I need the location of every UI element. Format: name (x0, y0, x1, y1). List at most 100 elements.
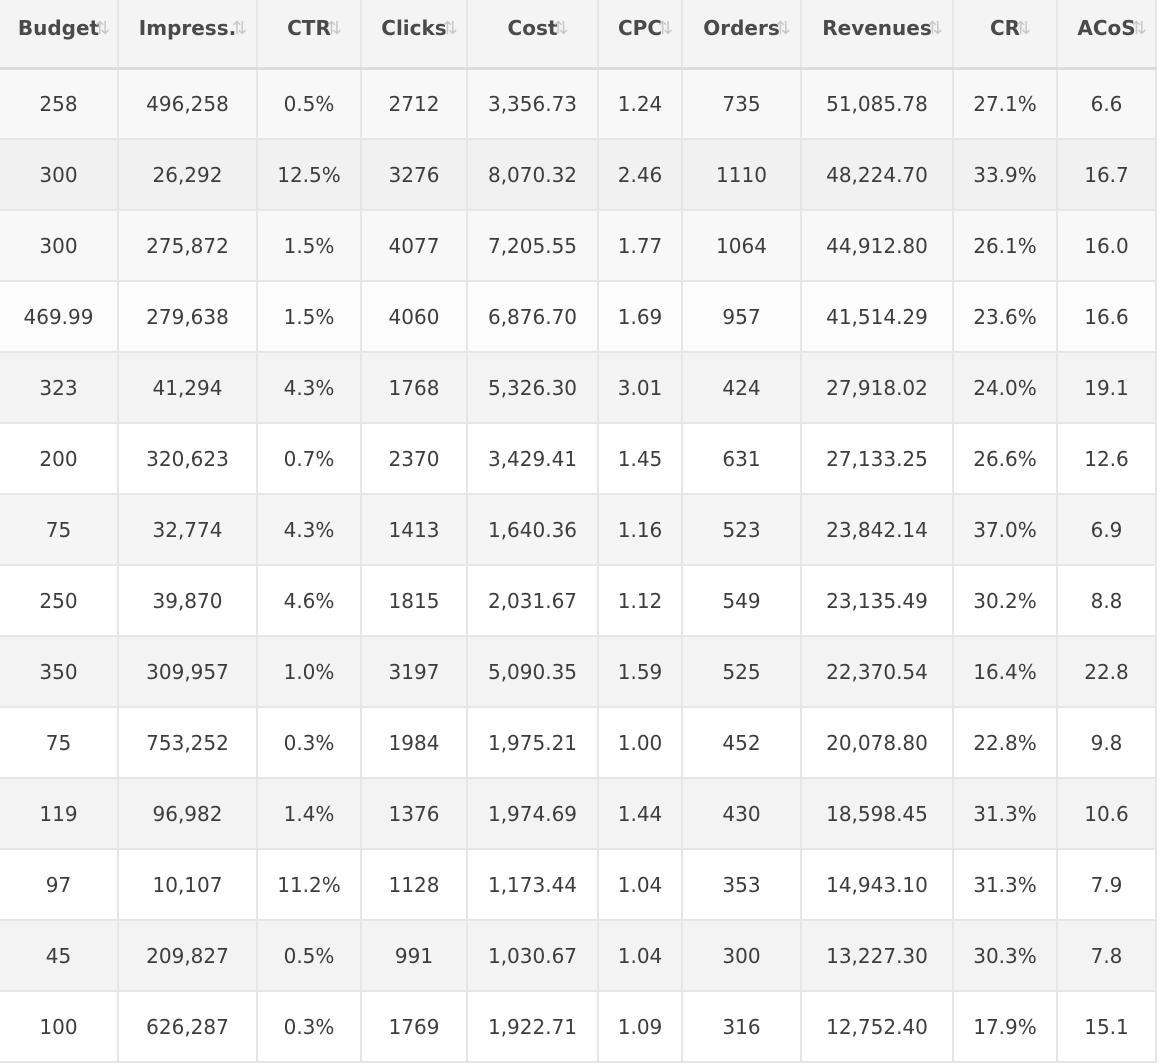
table-row[interactable]: 300 26,292 12.5% 3276 8,070.32 2.46 1110 48,224… (0, 139, 1157, 211)
table-cell-acos: 8.8 (1057, 565, 1157, 637)
table-cell-cost: 2,031.67 (467, 565, 599, 637)
table-cell-clicks: 1768 (361, 352, 468, 424)
table-cell-ctr: 0.3% (257, 707, 362, 779)
table-row[interactable]: 200 320,623 0.7% 2370 3,429.41 1.45 631 27,133.… (0, 423, 1157, 495)
table-cell-budget: 75 (0, 494, 119, 566)
table-cell-cr: 31.3% (953, 778, 1058, 850)
sort-arrows-icon[interactable]: ⇅ (775, 18, 791, 39)
table-cell-cpc: 1.00 (598, 707, 683, 779)
table-cell-orders: 957 (682, 281, 802, 353)
table-cell-cpc: 1.16 (598, 494, 683, 566)
table-cell-orders: 523 (682, 494, 802, 566)
table-cell-clicks: 2370 (361, 423, 468, 495)
table-row[interactable]: 75 32,774 4.3% 1413 1,640.36 1.16 523 23,842.14… (0, 494, 1157, 566)
sort-arrows-icon[interactable]: ⇅ (442, 18, 458, 39)
table-row[interactable]: 97 10,107 11.2% 1128 1,173.44 1.04 353 14,943.1… (0, 849, 1157, 921)
column-header-text: Cost (507, 16, 558, 40)
table-cell-ctr: 4.3% (257, 352, 362, 424)
column-header-orders[interactable]: Orders ⇅ (682, 0, 802, 70)
column-header-ctr[interactable]: CTR ⇅ (257, 0, 362, 70)
table-cell-impress: 39,870 (118, 565, 258, 637)
table-row[interactable]: 323 41,294 4.3% 1768 5,326.30 3.01 424 27,918.0… (0, 352, 1157, 424)
table-cell-cr: 30.2% (953, 565, 1058, 637)
table-cell-cpc: 1.77 (598, 210, 683, 282)
column-header-text: ACoS (1077, 16, 1136, 40)
sort-arrows-icon[interactable]: ⇅ (657, 18, 673, 39)
table-cell-impress: 10,107 (118, 849, 258, 921)
table-cell-cr: 30.3% (953, 920, 1058, 992)
column-header-cost[interactable]: Cost ⇅ (467, 0, 599, 70)
table-cell-cpc: 1.04 (598, 920, 683, 992)
table-row[interactable]: 75 753,252 0.3% 1984 1,975.21 1.00 452 20,078.8… (0, 707, 1157, 779)
table-cell-ctr: 12.5% (257, 139, 362, 211)
sort-arrows-icon[interactable]: ⇅ (553, 18, 568, 39)
column-header-budget[interactable]: Budget ⇅ (0, 0, 119, 70)
table-cell-clicks: 1769 (361, 991, 468, 1063)
table-cell-cr: 22.8% (953, 707, 1058, 779)
sort-arrows-icon[interactable]: ⇅ (326, 18, 342, 39)
column-header-text: CTR (287, 16, 331, 40)
table-row[interactable]: 350 309,957 1.0% 3197 5,090.35 1.59 525 22,370.… (0, 636, 1157, 708)
table-cell-cost: 3,429.41 (467, 423, 599, 495)
table-cell-cr: 17.9% (953, 991, 1058, 1063)
table-cell-cpc: 3.01 (598, 352, 683, 424)
table-cell-cr: 24.0% (953, 352, 1058, 424)
sort-arrows-icon[interactable]: ⇅ (95, 18, 110, 39)
column-header-label: Orders ⇅ (703, 16, 791, 40)
table-cell-impress: 41,294 (118, 352, 258, 424)
table-cell-budget: 300 (0, 139, 119, 211)
table-cell-clicks: 1815 (361, 565, 468, 637)
table-row[interactable]: 100 626,287 0.3% 1769 1,922.71 1.09 316 12,752.… (0, 991, 1157, 1063)
table-cell-acos: 19.1 (1057, 352, 1157, 424)
sort-arrows-icon[interactable]: ⇅ (1015, 18, 1031, 39)
column-header-acos[interactable]: ACoS ⇅ (1057, 0, 1157, 70)
table-cell-orders: 452 (682, 707, 802, 779)
column-header-label: Clicks ⇅ (381, 16, 457, 40)
table-cell-budget: 469.99 (0, 281, 119, 353)
table-row[interactable]: 469.99 279,638 1.5% 4060 6,876.70 1.69 957 41,5… (0, 281, 1157, 353)
table-cell-orders: 316 (682, 991, 802, 1063)
table-cell-impress: 320,623 (118, 423, 258, 495)
table-cell-acos: 12.6 (1057, 423, 1157, 495)
table-cell-budget: 100 (0, 991, 119, 1063)
column-header-text: Clicks (381, 16, 447, 40)
table-cell-revenues: 14,943.10 (801, 849, 954, 921)
table-cell-acos: 6.6 (1057, 68, 1157, 140)
table-row[interactable]: 300 275,872 1.5% 4077 7,205.55 1.77 1064 44,912… (0, 210, 1157, 282)
table-cell-revenues: 23,135.49 (801, 565, 954, 637)
table-cell-clicks: 1413 (361, 494, 468, 566)
table-cell-revenues: 51,085.78 (801, 68, 954, 140)
table-header: Budget ⇅ Impress. ⇅ CTR ⇅ Clicks ⇅ Cost ⇅ CPC ⇅ Orde… (0, 0, 1157, 70)
table-cell-budget: 97 (0, 849, 119, 921)
table-cell-revenues: 12,752.40 (801, 991, 954, 1063)
table-cell-ctr: 4.6% (257, 565, 362, 637)
column-header-cr[interactable]: CR ⇅ (953, 0, 1058, 70)
sort-arrows-icon[interactable]: ⇅ (1131, 18, 1147, 39)
sort-arrows-icon[interactable]: ⇅ (232, 18, 247, 39)
table-row[interactable]: 250 39,870 4.6% 1815 2,031.67 1.12 549 23,135.4… (0, 565, 1157, 637)
table-row[interactable]: 45 209,827 0.5% 991 1,030.67 1.04 300 13,227.30… (0, 920, 1157, 992)
table-cell-revenues: 13,227.30 (801, 920, 954, 992)
column-header-cpc[interactable]: CPC ⇅ (598, 0, 683, 70)
table-cell-cost: 1,030.67 (467, 920, 599, 992)
table-row[interactable]: 119 96,982 1.4% 1376 1,974.69 1.44 430 18,598.4… (0, 778, 1157, 850)
table-cell-cr: 31.3% (953, 849, 1058, 921)
table-cell-impress: 275,872 (118, 210, 258, 282)
table-cell-clicks: 2712 (361, 68, 468, 140)
column-header-label: CR ⇅ (990, 16, 1031, 40)
table-cell-acos: 16.6 (1057, 281, 1157, 353)
table-cell-cpc: 1.24 (598, 68, 683, 140)
table-cell-clicks: 3197 (361, 636, 468, 708)
table-row[interactable]: 258 496,258 0.5% 2712 3,356.73 1.24 735 51,085.… (0, 68, 1157, 140)
table-cell-budget: 250 (0, 565, 119, 637)
sort-arrows-icon[interactable]: ⇅ (927, 18, 943, 39)
table-cell-acos: 6.9 (1057, 494, 1157, 566)
table-cell-acos: 7.9 (1057, 849, 1157, 921)
column-header-clicks[interactable]: Clicks ⇅ (361, 0, 468, 70)
table-cell-cost: 8,070.32 (467, 139, 599, 211)
column-header-revenues[interactable]: Revenues ⇅ (801, 0, 954, 70)
table-cell-acos: 7.8 (1057, 920, 1157, 992)
column-header-impress[interactable]: Impress. ⇅ (118, 0, 258, 70)
